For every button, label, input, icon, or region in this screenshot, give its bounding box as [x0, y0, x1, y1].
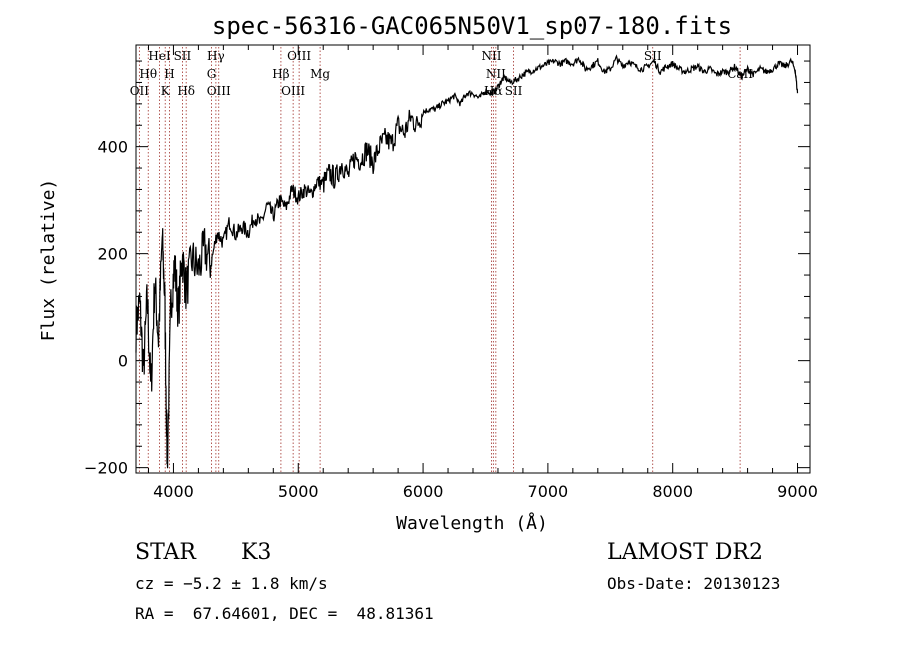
x-tick-label: 6000 — [403, 482, 444, 501]
spectral-line-label: HeI — [148, 49, 171, 63]
spectral-line-label: Hγ — [207, 49, 225, 63]
spectral-line-label: SII — [505, 84, 523, 98]
spectral-line-label: SII — [174, 49, 192, 63]
plot-frame — [135, 44, 811, 474]
x-tick-label: 7000 — [528, 482, 569, 501]
x-axis-label: Wavelength (Å) — [396, 512, 548, 534]
spectral-line-label: H — [164, 67, 174, 81]
x-tick-label: 9000 — [777, 482, 818, 501]
spectrum-series-line — [135, 54, 799, 469]
survey-name: LAMOST DR2 — [607, 540, 763, 565]
spectral-line-label: OIII — [287, 49, 311, 63]
spectral-line-label: Mg — [310, 67, 330, 81]
spectral-line-label: Hδ — [177, 84, 195, 98]
spectral-line-label: Hθ — [139, 67, 157, 81]
y-tick-label: 400 — [97, 138, 128, 157]
spectral-line-label: G — [207, 67, 217, 81]
y-axis-label: Flux (relative) — [38, 179, 59, 342]
x-tick-label: 8000 — [652, 482, 693, 501]
spectral-line-label: OIII — [207, 84, 231, 98]
x-axis-ticks: 4000 5000 6000 7000 8000 9000 — [147, 45, 818, 501]
object-subclass: K3 — [241, 540, 272, 565]
y-tick-label: 200 — [97, 245, 128, 264]
spectral-line-label: SII — [644, 49, 662, 63]
spectral-line-label: NII — [486, 67, 506, 81]
spectral-line-label: Hβ — [272, 67, 289, 81]
coordinates-text: RA = 67.64601, DEC = 48.81361 — [135, 604, 434, 623]
x-tick-label: 4000 — [153, 482, 194, 501]
object-class: STAR — [135, 540, 196, 565]
obs-date-text: Obs-Date: 20130123 — [607, 574, 781, 593]
emission-lines: OIIHθHeIKHSIIHδHγGOIIIHβOIIIOIIIMgNIINII… — [130, 47, 753, 473]
spectral-line-label: OIII — [281, 84, 305, 98]
y-axis-ticks: −200 0 200 400 — [84, 60, 810, 478]
x-tick-label: 5000 — [278, 482, 319, 501]
spectral-line-label: NII — [481, 49, 501, 63]
chart-title: spec-56316-GAC065N50V1_sp07-180.fits — [212, 12, 732, 40]
y-tick-label: 0 — [118, 352, 128, 371]
spectral-line-label: K — [161, 84, 171, 98]
redshift-text: cz = −5.2 ± 1.8 km/s — [135, 574, 328, 593]
y-tick-label: −200 — [84, 459, 128, 478]
spectral-line-label: OII — [130, 84, 150, 98]
